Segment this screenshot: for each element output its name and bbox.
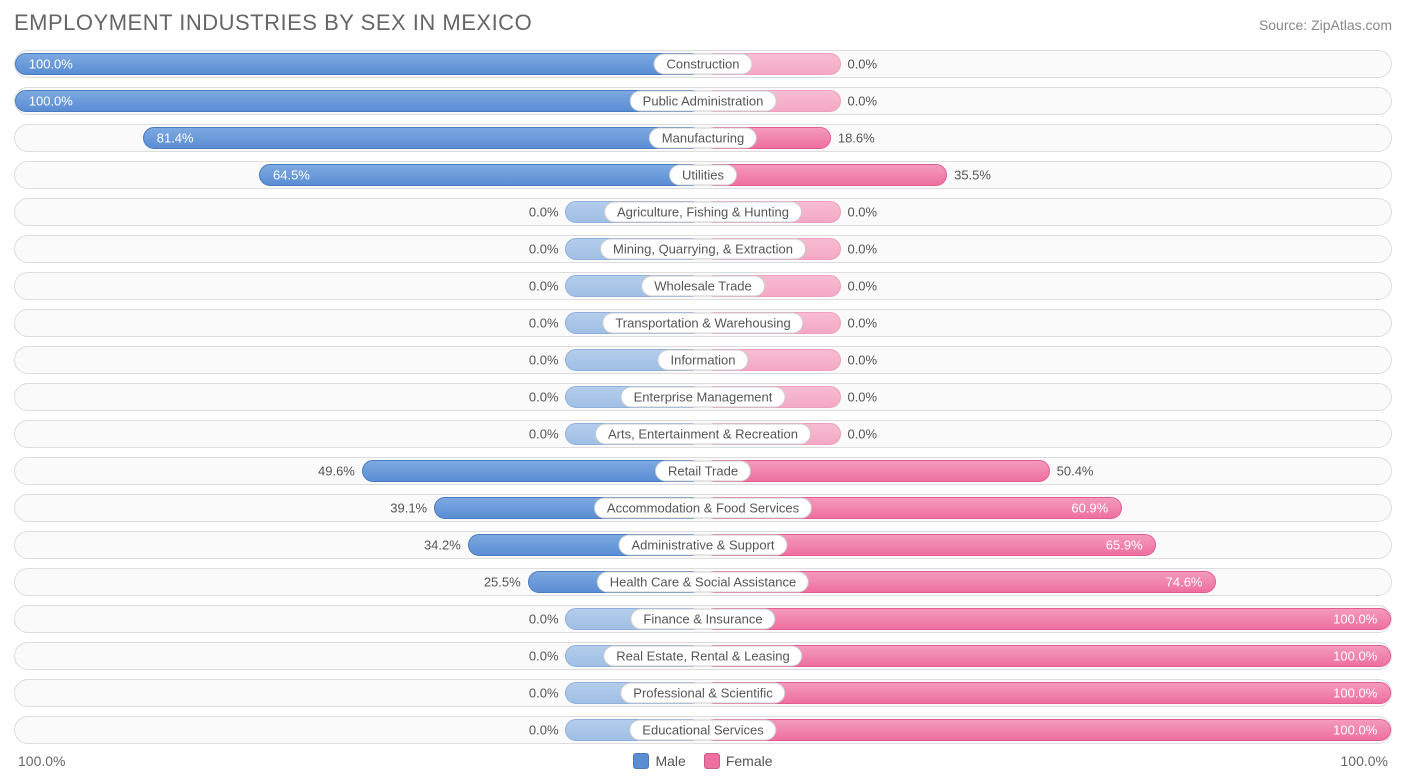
male-value: 100.0% [29,57,73,72]
chart-row: 0.0% 100.0% Educational Services [14,716,1392,744]
female-swatch [704,753,720,769]
legend-female: Female [704,753,773,769]
category-label: Administrative & Support [618,535,787,556]
scale-left: 100.0% [18,753,65,769]
male-bar [15,53,703,75]
category-label: Utilities [669,165,737,186]
female-value: 0.0% [847,205,877,220]
male-value: 0.0% [529,612,559,627]
male-value: 64.5% [273,168,310,183]
female-bar [703,719,1391,741]
male-bar [143,127,703,149]
female-value: 100.0% [1333,686,1377,701]
female-value: 0.0% [847,316,877,331]
chart-area: 100.0% 0.0% Construction 100.0% 0.0% Public A… [14,50,1392,744]
legend: Male Female [633,753,772,769]
female-value: 0.0% [847,279,877,294]
female-bar [703,460,1050,482]
female-value: 100.0% [1333,649,1377,664]
female-value: 65.9% [1106,538,1143,553]
chart-row: 0.0% 0.0% Information [14,346,1392,374]
chart-row: 0.0% 100.0% Finance & Insurance [14,605,1392,633]
female-value: 74.6% [1166,575,1203,590]
female-value: 18.6% [838,131,875,146]
category-label: Agriculture, Fishing & Hunting [604,202,802,223]
male-value: 0.0% [529,427,559,442]
category-label: Public Administration [630,91,777,112]
male-value: 0.0% [529,723,559,738]
female-value: 60.9% [1071,501,1108,516]
chart-row: 0.0% 0.0% Mining, Quarrying, & Extraction [14,235,1392,263]
male-value: 81.4% [157,131,194,146]
male-value: 39.1% [390,501,427,516]
chart-title: EMPLOYMENT INDUSTRIES BY SEX IN MEXICO [14,10,532,36]
category-label: Enterprise Management [621,387,786,408]
male-bar [259,164,703,186]
category-label: Professional & Scientific [620,683,785,704]
male-value: 34.2% [424,538,461,553]
category-label: Finance & Insurance [630,609,775,630]
female-value: 0.0% [847,353,877,368]
chart-row: 25.5% 74.6% Health Care & Social Assistanc… [14,568,1392,596]
category-label: Manufacturing [649,128,757,149]
chart-row: 39.1% 60.9% Accommodation & Food Services [14,494,1392,522]
legend-male: Male [633,753,685,769]
category-label: Accommodation & Food Services [594,498,812,519]
category-label: Construction [654,54,753,75]
male-value: 0.0% [529,649,559,664]
chart-row: 34.2% 65.9% Administrative & Support [14,531,1392,559]
female-value: 0.0% [847,57,877,72]
category-label: Transportation & Warehousing [602,313,803,334]
category-label: Wholesale Trade [641,276,765,297]
female-value: 0.0% [847,242,877,257]
male-value: 0.0% [529,205,559,220]
category-label: Information [657,350,748,371]
chart-row: 64.5% 35.5% Utilities [14,161,1392,189]
male-value: 0.0% [529,686,559,701]
female-bar [703,645,1391,667]
chart-row: 0.0% 0.0% Transportation & Warehousing [14,309,1392,337]
female-value: 50.4% [1057,464,1094,479]
female-bar [703,682,1391,704]
female-value: 0.0% [847,390,877,405]
male-value: 0.0% [529,242,559,257]
chart-row: 0.0% 0.0% Agriculture, Fishing & Hunting [14,198,1392,226]
scale-right: 100.0% [1341,753,1388,769]
female-bar [703,608,1391,630]
male-value: 0.0% [529,279,559,294]
male-value: 49.6% [318,464,355,479]
male-value: 25.5% [484,575,521,590]
chart-row: 0.0% 0.0% Enterprise Management [14,383,1392,411]
female-bar [703,164,947,186]
male-value: 0.0% [529,390,559,405]
male-swatch [633,753,649,769]
category-label: Educational Services [629,720,776,741]
chart-row: 49.6% 50.4% Retail Trade [14,457,1392,485]
chart-row: 81.4% 18.6% Manufacturing [14,124,1392,152]
female-value: 0.0% [847,94,877,109]
male-value: 0.0% [529,353,559,368]
female-value: 100.0% [1333,723,1377,738]
legend-male-label: Male [655,753,685,769]
female-value: 35.5% [954,168,991,183]
legend-female-label: Female [726,753,773,769]
female-value: 0.0% [847,427,877,442]
male-value: 0.0% [529,316,559,331]
chart-row: 0.0% 100.0% Real Estate, Rental & Leasing [14,642,1392,670]
category-label: Health Care & Social Assistance [597,572,809,593]
chart-row: 0.0% 0.0% Arts, Entertainment & Recreation [14,420,1392,448]
category-label: Mining, Quarrying, & Extraction [600,239,806,260]
source-label: Source: ZipAtlas.com [1259,17,1392,33]
category-label: Real Estate, Rental & Leasing [603,646,802,667]
female-value: 100.0% [1333,612,1377,627]
male-bar [15,90,703,112]
category-label: Arts, Entertainment & Recreation [595,424,811,445]
category-label: Retail Trade [655,461,751,482]
chart-row: 0.0% 100.0% Professional & Scientific [14,679,1392,707]
male-bar [362,460,703,482]
chart-row: 100.0% 0.0% Public Administration [14,87,1392,115]
chart-row: 100.0% 0.0% Construction [14,50,1392,78]
male-value: 100.0% [29,94,73,109]
chart-row: 0.0% 0.0% Wholesale Trade [14,272,1392,300]
